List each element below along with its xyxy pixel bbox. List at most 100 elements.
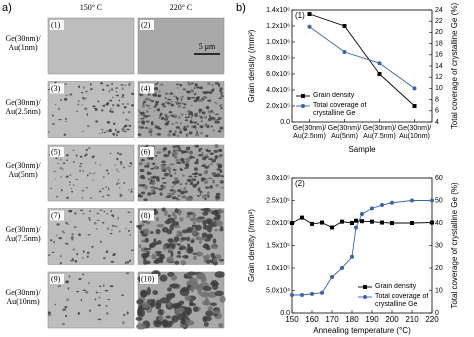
grain	[81, 197, 84, 199]
grain	[105, 169, 109, 172]
panel-number: (4)	[141, 84, 151, 93]
grain	[162, 117, 165, 120]
grain	[159, 274, 168, 282]
grain	[73, 226, 77, 229]
grain	[147, 93, 151, 96]
grain	[95, 120, 99, 123]
grain	[190, 116, 193, 120]
marker	[412, 104, 417, 108]
grain	[102, 284, 105, 288]
grain	[172, 132, 176, 137]
grain	[118, 99, 121, 102]
grain	[176, 230, 181, 234]
grain	[150, 122, 154, 126]
panel-number-bg	[50, 210, 64, 221]
grain	[169, 163, 175, 166]
grain	[125, 227, 127, 230]
y-axis-title: Grain density (/mm²)	[247, 209, 256, 282]
grain	[65, 154, 69, 157]
grain	[117, 183, 121, 185]
row-label: Ge(30nm)/ Au(1nm)	[5, 34, 41, 52]
marker	[377, 72, 382, 76]
grain	[146, 164, 150, 168]
y2-tick-label: 10	[435, 85, 443, 92]
grain	[202, 244, 210, 249]
grain	[125, 271, 130, 275]
grain	[65, 280, 69, 284]
grain	[195, 284, 205, 291]
grain	[179, 102, 182, 105]
grain	[167, 238, 174, 244]
grain	[58, 236, 62, 240]
grain	[198, 115, 201, 118]
grain	[179, 217, 184, 222]
grain	[176, 232, 183, 237]
grain	[193, 306, 199, 312]
grain	[182, 88, 186, 91]
grain	[184, 295, 192, 301]
grain	[162, 163, 167, 166]
grain	[107, 298, 110, 301]
grain	[74, 212, 77, 215]
grain	[196, 123, 200, 126]
panel-number-bg	[140, 274, 158, 284]
grain	[88, 172, 91, 175]
grain	[180, 98, 183, 101]
grain	[185, 113, 187, 116]
grain	[198, 173, 203, 177]
grain	[190, 239, 195, 244]
legend-label-box: Grain density	[313, 92, 354, 99]
grain	[88, 218, 91, 221]
grain	[67, 210, 71, 213]
grain	[79, 162, 83, 165]
grain	[77, 312, 80, 316]
grain	[185, 190, 188, 193]
grain	[120, 96, 124, 99]
grain	[149, 99, 152, 101]
grain	[192, 125, 197, 129]
grain	[141, 239, 146, 243]
grain	[108, 130, 112, 133]
marker	[307, 12, 312, 16]
grain	[122, 103, 125, 105]
grain	[173, 236, 180, 243]
grain	[99, 209, 103, 211]
grain	[186, 284, 192, 288]
grain	[200, 147, 203, 151]
grain	[154, 124, 159, 127]
grain	[194, 224, 202, 231]
grain	[194, 83, 198, 87]
grain	[87, 217, 91, 219]
grain	[122, 111, 125, 114]
x-tick-label: 180	[345, 315, 359, 324]
grain	[56, 196, 59, 198]
grain	[197, 187, 201, 192]
panel-number: (6)	[141, 147, 151, 156]
panel-number: (8)	[141, 211, 151, 220]
grain	[206, 149, 211, 153]
grain	[190, 285, 195, 293]
grain	[213, 102, 217, 104]
grain	[153, 187, 159, 190]
grain	[147, 171, 152, 175]
y-tick-label: 3.0x10⁵	[266, 175, 290, 182]
grain	[211, 84, 214, 87]
y-tick-label: 1.2x10⁶	[266, 23, 290, 30]
grain	[147, 104, 150, 107]
y-tick-label: 8.0x10⁵	[266, 55, 290, 62]
grain	[151, 182, 156, 186]
grain	[187, 271, 197, 276]
grain	[114, 128, 117, 132]
grain	[216, 168, 221, 171]
grain	[82, 289, 87, 292]
grain	[196, 86, 201, 89]
grain	[190, 104, 193, 107]
grain	[145, 144, 149, 148]
grain	[173, 225, 181, 229]
grain	[85, 186, 89, 189]
grain	[124, 130, 127, 133]
grain	[198, 108, 202, 112]
grain	[176, 243, 181, 246]
grain	[71, 238, 74, 241]
grain	[154, 251, 163, 254]
